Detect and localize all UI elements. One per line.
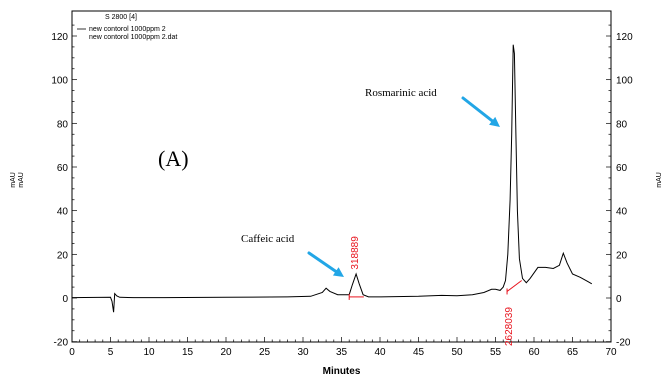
- x-tick-label: 65: [567, 347, 579, 358]
- x-tick-label: 45: [413, 347, 425, 358]
- y-tick-label-right: 0: [616, 294, 622, 305]
- legend-entry-2: new contorol 1000ppm 2.dat: [89, 34, 177, 41]
- x-tick-label: 40: [374, 347, 386, 358]
- x-tick-label: 25: [259, 347, 271, 358]
- y-tick-label-right: 20: [616, 250, 628, 261]
- annotation-rosmarinic-acid: Rosmarinic acid: [365, 87, 437, 99]
- y-tick-label-right: 80: [616, 119, 628, 130]
- plot-area-frame: [71, 10, 612, 343]
- peak-area-label-caffeic: 318889: [350, 236, 361, 270]
- x-tick-label: 10: [143, 347, 155, 358]
- chromatogram-trace: [71, 44, 593, 313]
- y-axis-label-left-2: mAU: [18, 172, 25, 188]
- y-tick-label-right: 60: [616, 163, 628, 174]
- caffeic-acid-arrow: [307, 251, 344, 277]
- y-tick-label-left: 0: [62, 294, 68, 305]
- y-axis-label-left: mAU: [10, 172, 17, 188]
- x-tick-label: 55: [490, 347, 502, 358]
- y-tick-label-right: -20: [616, 338, 631, 349]
- x-tick-label: 60: [528, 347, 540, 358]
- y-tick-label-left: 100: [51, 76, 68, 87]
- x-tick-label: 5: [108, 347, 114, 358]
- y-tick-label-right: 100: [616, 76, 633, 87]
- y-tick-label-left: 20: [57, 250, 69, 261]
- annotation-caffeic-acid: Caffeic acid: [241, 233, 295, 245]
- x-tick-label: 70: [605, 347, 617, 358]
- y-tick-label-left: 60: [57, 163, 69, 174]
- y-tick-label-right: 120: [616, 32, 633, 43]
- rosmarinic-peak-baseline: [506, 280, 522, 292]
- x-tick-label: 0: [69, 347, 75, 358]
- rosmarinic-acid-arrow: [461, 96, 500, 127]
- y-tick-label-left: 80: [57, 119, 69, 130]
- legend-entry-1: new contorol 1000ppm 2: [89, 26, 166, 33]
- y-tick-label-left: 40: [57, 207, 69, 218]
- peak-area-label-rosmarinic: 2628039: [504, 307, 515, 346]
- legend-title: S 2800 [4]: [105, 14, 137, 21]
- x-tick-label: 35: [336, 347, 348, 358]
- panel-label: (A): [158, 146, 189, 171]
- y-tick-label-right: 40: [616, 207, 628, 218]
- x-axis-label: Minutes: [323, 366, 361, 377]
- x-tick-label: 50: [451, 347, 463, 358]
- x-tick-label: 20: [220, 347, 232, 358]
- x-tick-label: 15: [182, 347, 194, 358]
- y-axis-label-right: mAU: [656, 172, 663, 188]
- y-tick-label-left: -20: [54, 338, 69, 349]
- y-tick-label-left: 120: [51, 32, 68, 43]
- x-tick-label: 30: [297, 347, 309, 358]
